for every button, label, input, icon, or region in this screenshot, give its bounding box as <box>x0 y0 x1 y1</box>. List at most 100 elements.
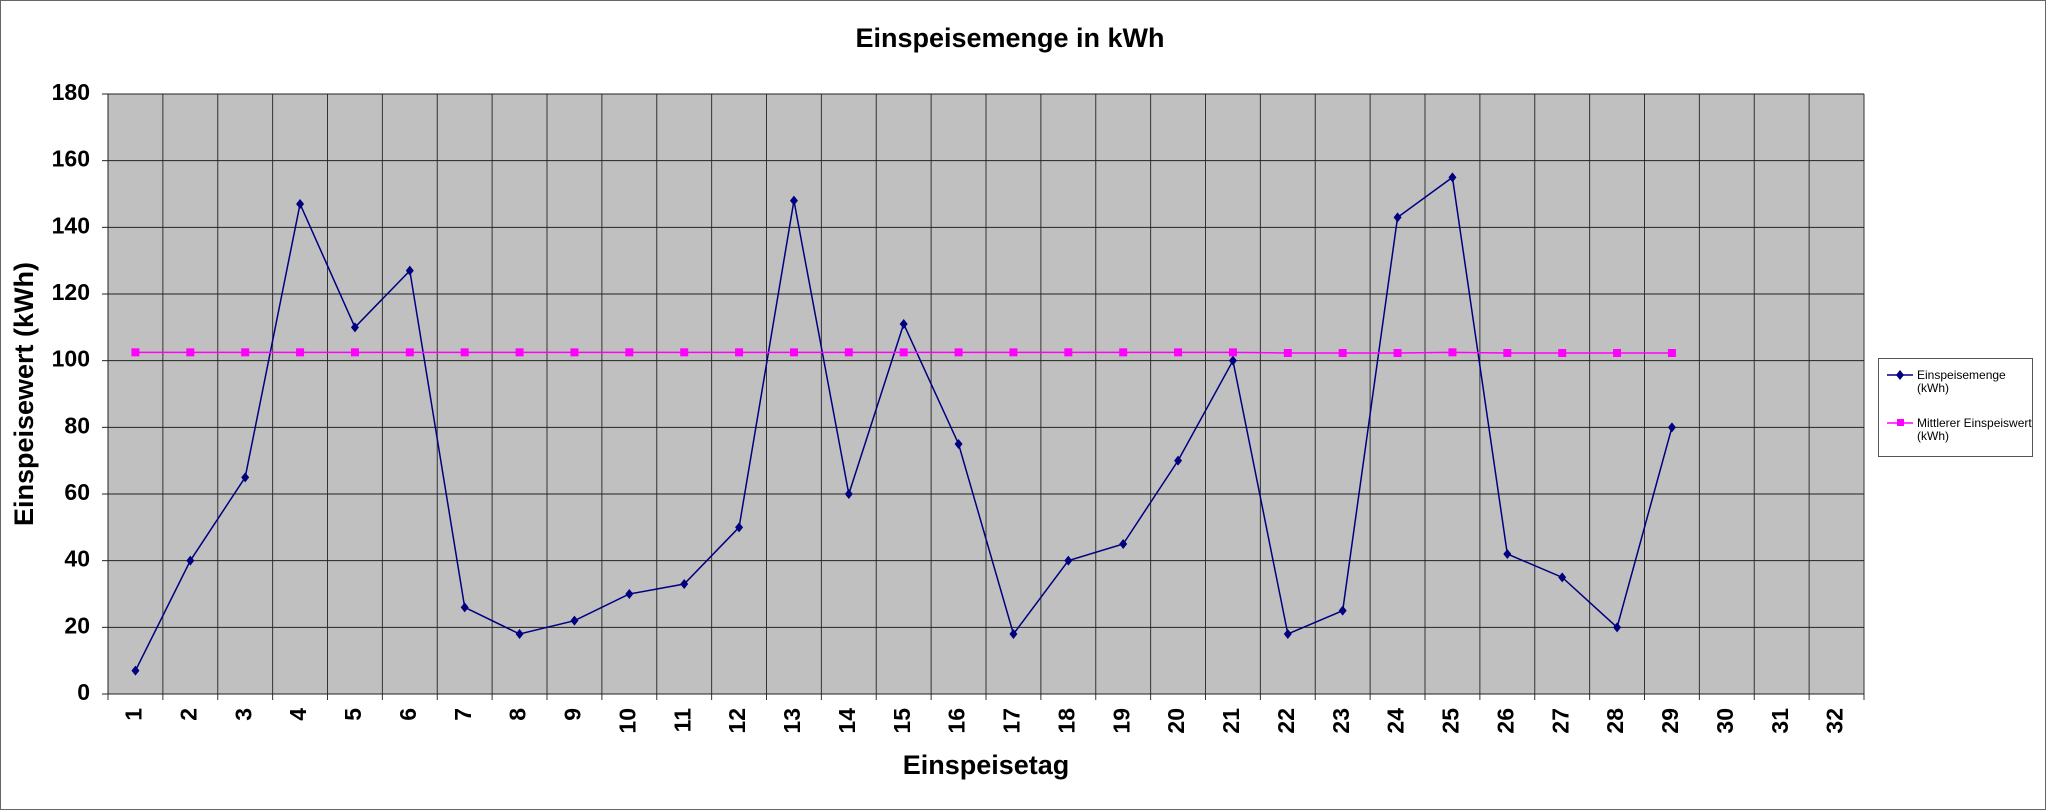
data-point <box>1119 348 1128 357</box>
data-point <box>1283 349 1292 357</box>
x-tick-label: 18 <box>1053 708 1079 734</box>
x-tick-label: 20 <box>1163 708 1189 734</box>
x-tick-label: 30 <box>1712 708 1738 734</box>
data-point <box>899 319 908 329</box>
data-point <box>954 439 963 449</box>
data-point <box>1503 349 1512 357</box>
x-tick-label: 14 <box>834 708 860 734</box>
y-tick-label: 100 <box>52 346 90 372</box>
data-point <box>680 579 689 589</box>
x-tick-label: 21 <box>1218 708 1244 734</box>
x-tick-label: 24 <box>1383 708 1409 734</box>
data-point <box>570 615 579 626</box>
data-point <box>1393 212 1402 223</box>
data-point <box>460 602 469 613</box>
y-tick-label: 140 <box>52 212 90 238</box>
data-point <box>1613 622 1622 633</box>
x-tick-label: 3 <box>230 708 256 721</box>
data-point <box>1174 455 1183 466</box>
x-tick-label: 7 <box>450 708 476 721</box>
x-tick-label: 15 <box>889 708 915 734</box>
y-tick-label: 60 <box>64 479 90 505</box>
x-axis-label: Einspeisetag <box>903 750 1070 780</box>
data-point <box>570 348 579 357</box>
data-point <box>460 348 469 357</box>
x-tick-label: 12 <box>724 708 750 734</box>
x-tick-label: 25 <box>1438 708 1464 734</box>
x-tick-label: 13 <box>779 708 805 734</box>
data-point <box>241 472 250 483</box>
data-point <box>625 348 634 357</box>
x-tick-label: 27 <box>1547 708 1573 734</box>
x-tick-label: 19 <box>1108 708 1134 734</box>
data-point <box>350 348 359 357</box>
x-tick-label: 6 <box>395 708 421 721</box>
chart-title: Einspeisemenge in kWh <box>855 23 1164 53</box>
data-point <box>735 522 744 533</box>
data-point <box>1393 349 1402 357</box>
x-tick-label: 28 <box>1602 708 1628 734</box>
data-point <box>1448 348 1457 357</box>
data-point <box>131 348 140 357</box>
data-point <box>1667 349 1676 357</box>
legend: Einspeisemenge (kWh) Mittlerer Einspeiswe… <box>1878 358 2033 457</box>
x-tick-label: 11 <box>669 708 695 733</box>
data-point <box>789 348 798 357</box>
data-point <box>680 348 689 357</box>
data-point <box>1119 539 1128 549</box>
y-axis-label: Einspeisewert (kWh) <box>9 262 39 526</box>
data-point <box>131 665 140 676</box>
data-point <box>1228 348 1237 357</box>
x-tick-label: 29 <box>1657 708 1683 734</box>
x-tick-label: 16 <box>944 708 970 734</box>
y-tick-label: 180 <box>52 79 90 105</box>
data-point <box>1064 348 1073 357</box>
data-point <box>1009 348 1018 357</box>
x-tick-label: 9 <box>560 708 586 721</box>
y-tick-label: 0 <box>77 679 90 705</box>
legend-label: Mittlerer Einspeiswert (kWh) <box>1917 416 2032 443</box>
x-tick-label: 17 <box>999 708 1025 734</box>
data-point <box>1667 422 1676 433</box>
x-tick-label: 5 <box>340 708 366 721</box>
data-point <box>1558 349 1567 357</box>
x-tick-label: 8 <box>505 708 531 721</box>
x-tick-label: 32 <box>1822 708 1848 734</box>
y-tick-label: 80 <box>64 412 90 438</box>
data-point <box>515 348 524 357</box>
data-point <box>186 348 195 357</box>
data-point <box>625 589 634 599</box>
x-tick-label: 26 <box>1492 708 1518 734</box>
data-point <box>899 348 908 357</box>
legend-label: Einspeisemenge (kWh) <box>1917 368 2006 395</box>
legend-marker <box>1896 370 1904 380</box>
data-point <box>296 348 305 357</box>
data-point <box>350 322 359 333</box>
data-point <box>405 265 414 276</box>
data-point <box>844 489 853 499</box>
x-tick-label: 31 <box>1767 708 1793 734</box>
legend-marker <box>1897 419 1904 426</box>
data-point <box>1613 349 1622 357</box>
data-point <box>1009 629 1018 639</box>
legend-item: Mittlerer Einspeiswert (kWh) <box>1887 417 2032 443</box>
data-point <box>515 629 524 639</box>
data-point <box>1448 172 1457 183</box>
data-point <box>1338 605 1347 616</box>
data-point <box>1558 572 1567 583</box>
data-point <box>241 348 250 357</box>
y-tick-label: 120 <box>52 279 90 305</box>
y-tick-label: 40 <box>64 546 90 572</box>
data-point <box>735 348 744 357</box>
x-tick-label: 4 <box>285 708 311 721</box>
data-point <box>789 195 798 206</box>
data-point <box>405 348 414 357</box>
data-point <box>1174 348 1183 357</box>
x-tick-label: 10 <box>614 708 640 734</box>
data-point <box>1503 549 1512 559</box>
data-point <box>844 348 853 357</box>
data-point <box>1338 349 1347 357</box>
legend-key <box>1887 370 1913 380</box>
